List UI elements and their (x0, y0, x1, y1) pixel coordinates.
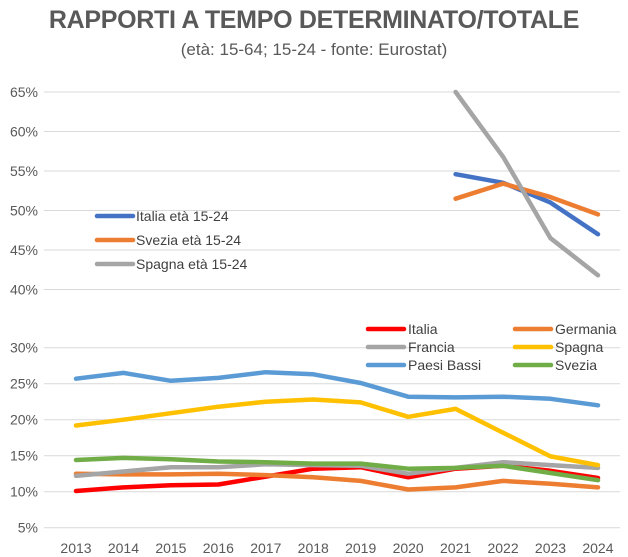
x-tick-label: 2021 (440, 540, 471, 556)
x-tick-label: 2020 (393, 540, 424, 556)
upper-y-tick-label: 55% (10, 163, 38, 179)
x-axis: 2013 2014 2015 2016 2017 2018 2019 2020 2021 2022… (60, 540, 613, 556)
upper-y-tick-label: 45% (10, 242, 38, 258)
chart-subtitle: (età: 15-64; 15-24 - fonte: Eurostat) (180, 40, 448, 59)
upper-legend-label: Italia età 15-24 (136, 208, 229, 224)
x-tick-label: 2015 (155, 540, 186, 556)
x-tick-label: 2017 (250, 540, 281, 556)
lower-y-tick-label: 10% (10, 484, 38, 500)
x-tick-label: 2023 (535, 540, 566, 556)
x-tick-label: 2014 (108, 540, 139, 556)
lower-legend: Italia Germania Francia Spagna Paesi Bassi Sv… (365, 321, 617, 373)
upper-series-line-svezia-età-15-24 (453, 181, 601, 217)
lower-legend-label: Spagna (555, 339, 603, 355)
upper-y-tick-label: 60% (10, 124, 38, 140)
lower-series-line-svezia (73, 455, 601, 483)
x-tick-label: 2016 (203, 540, 234, 556)
lower-legend-label: Paesi Bassi (408, 357, 481, 373)
x-tick-label: 2022 (487, 540, 518, 556)
lower-series (73, 369, 601, 494)
lower-y-tick-label: 30% (10, 340, 38, 356)
upper-y-tick-label: 65% (10, 84, 38, 100)
upper-legend-label: Svezia età 15-24 (136, 232, 241, 248)
upper-legend: Italia età 15-24 Svezia età 15-24 Spagna e… (94, 208, 248, 272)
lower-y-axis: 5% 10% 15% 20% 25% 30% (10, 340, 38, 536)
upper-legend-label: Spagna età 15-24 (136, 256, 248, 272)
lower-series-line-spagna (73, 397, 601, 468)
x-tick-label: 2019 (345, 540, 376, 556)
upper-y-tick-label: 40% (10, 282, 38, 298)
x-tick-label: 2018 (298, 540, 329, 556)
upper-gridlines (44, 91, 620, 290)
upper-y-axis: 40% 45% 50% 55% 60% 65% (10, 84, 38, 298)
upper-series-line-spagna-età-15-24 (453, 89, 601, 278)
lower-y-tick-label: 5% (18, 520, 38, 536)
lower-legend-label: Svezia (555, 357, 597, 373)
upper-y-tick-label: 50% (10, 203, 38, 219)
chart-title: RAPPORTI A TEMPO DETERMINATO/TOTALE (48, 6, 580, 34)
lower-legend-label: Francia (408, 339, 455, 355)
x-tick-label: 2024 (582, 540, 613, 556)
x-tick-label: 2013 (60, 540, 91, 556)
lower-y-tick-label: 25% (10, 376, 38, 392)
lower-y-tick-label: 20% (10, 412, 38, 428)
upper-series-line-italia-età-15-24 (453, 171, 601, 237)
lower-series-line-germania (73, 471, 601, 492)
lower-legend-label: Italia (408, 321, 438, 337)
lower-legend-label: Germania (555, 321, 617, 337)
lower-y-tick-label: 15% (10, 448, 38, 464)
lower-series-line-paesi-bassi (73, 369, 601, 408)
upper-series (453, 89, 601, 278)
